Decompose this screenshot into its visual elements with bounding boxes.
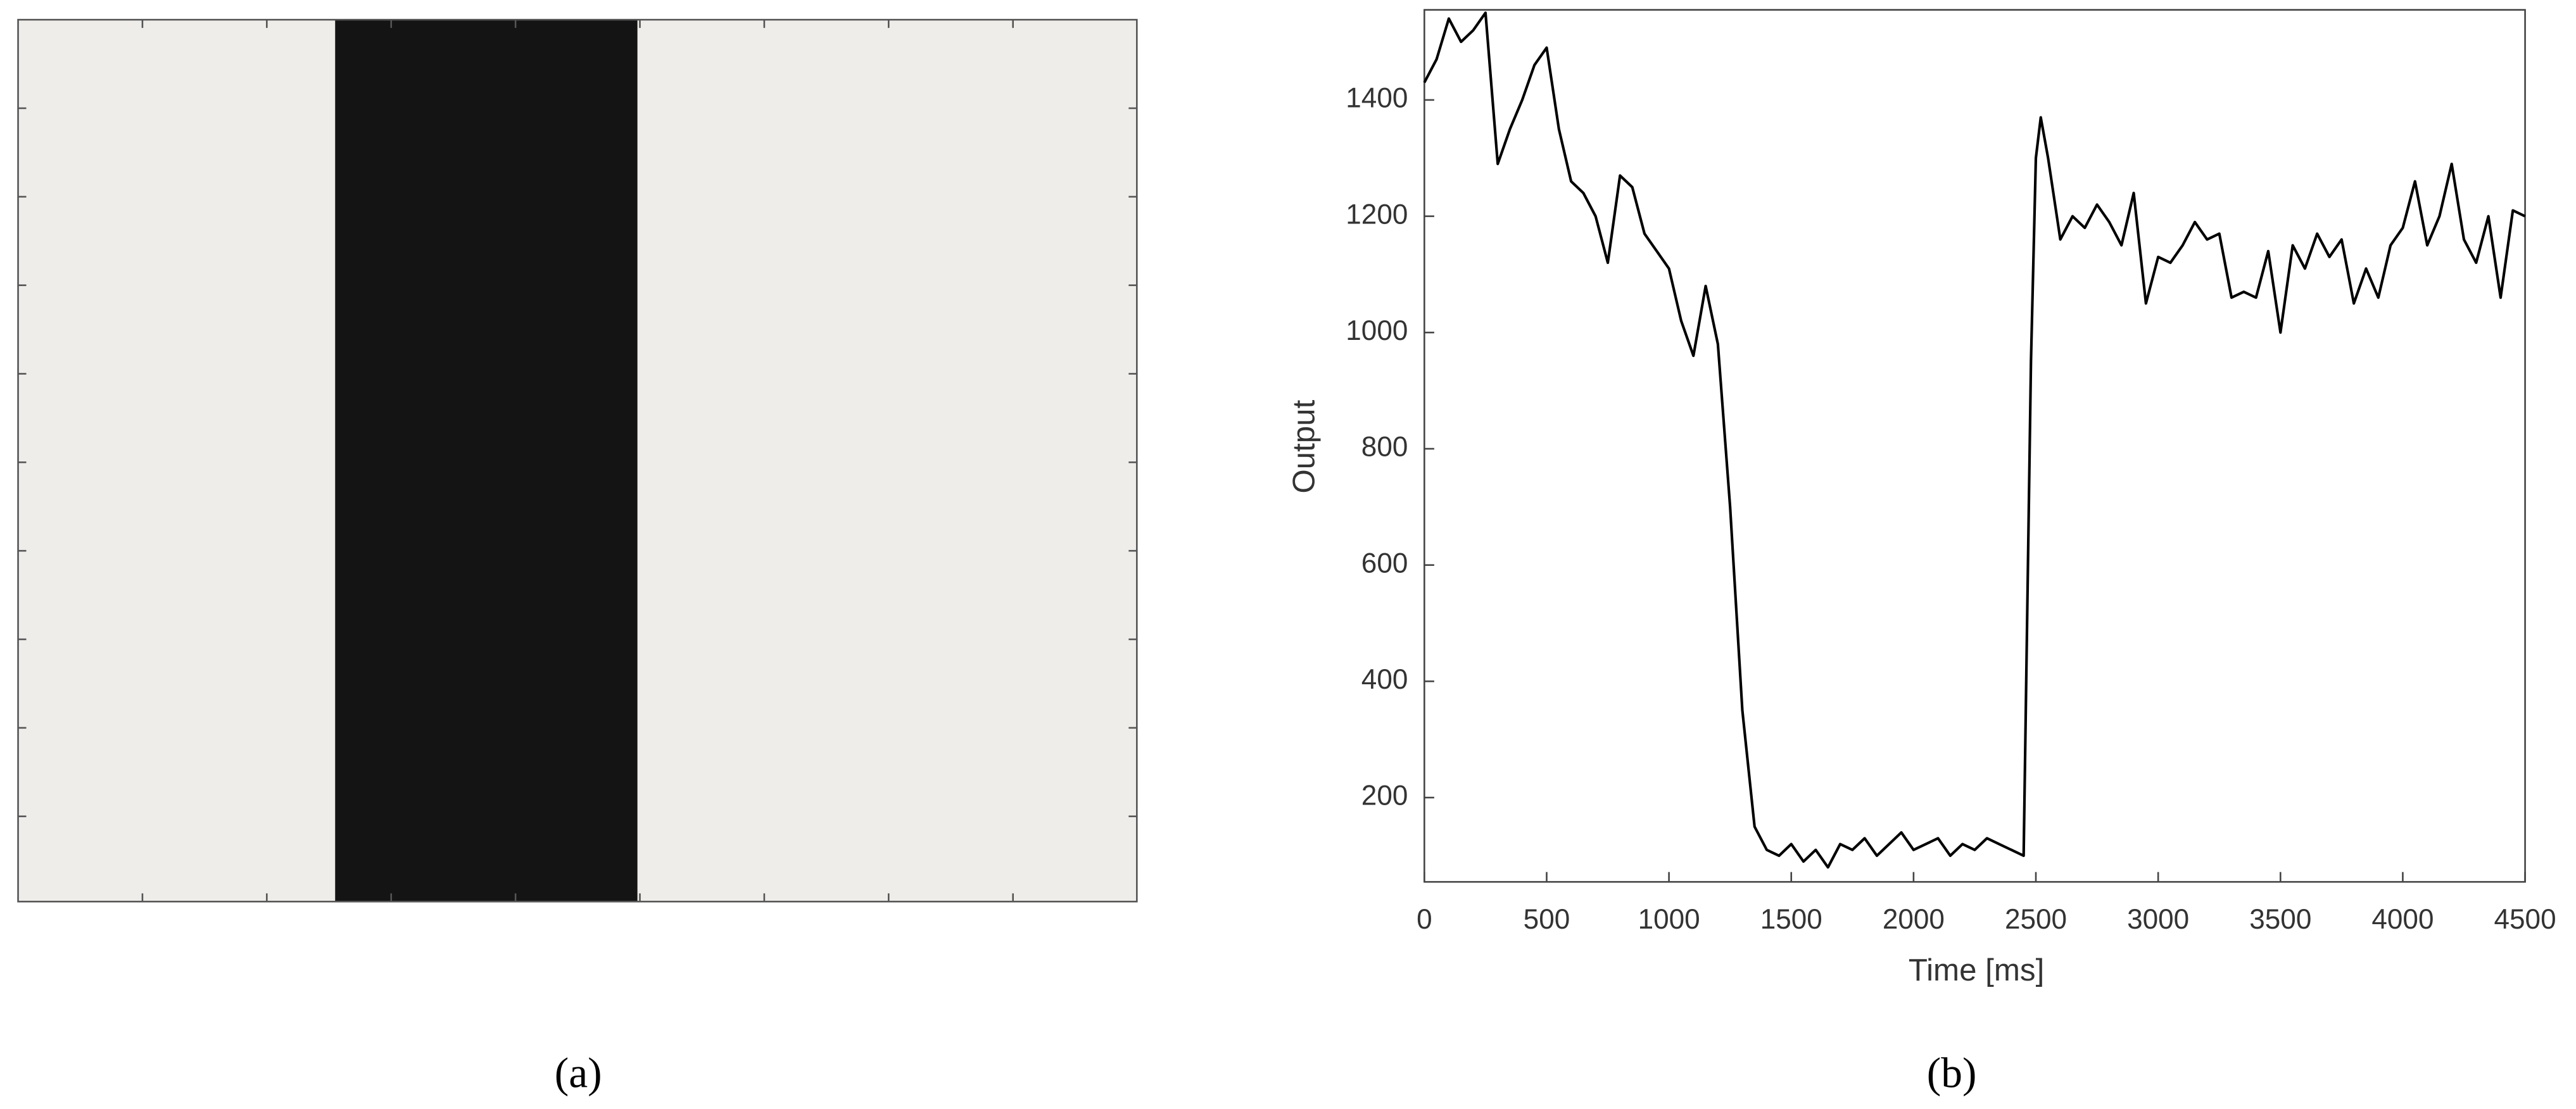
x-tick-label: 4000 xyxy=(2371,904,2434,935)
x-axis-label: Time [ms] xyxy=(1909,953,2044,987)
x-tick-label: 1500 xyxy=(1760,904,1822,935)
y-tick-label: 400 xyxy=(1361,664,1408,695)
x-tick-label: 500 xyxy=(1524,904,1570,935)
x-tick-label: 4500 xyxy=(2494,904,2556,935)
x-tick-label: 2500 xyxy=(2005,904,2067,935)
y-tick-label: 600 xyxy=(1361,548,1408,579)
data-line xyxy=(1423,11,2526,869)
x-tick-label: 3000 xyxy=(2127,904,2189,935)
photo-frame xyxy=(17,18,1138,903)
y-tick-label: 1200 xyxy=(1346,199,1408,230)
x-tick-label: 0 xyxy=(1417,904,1432,935)
stripe-photo xyxy=(17,18,1138,903)
x-tick-label: 2000 xyxy=(1883,904,1945,935)
y-axis-label: Output xyxy=(1287,399,1322,493)
y-tick-label: 1000 xyxy=(1346,315,1408,346)
y-tick-label: 1400 xyxy=(1346,83,1408,114)
panel-label: (b) xyxy=(1927,1049,1977,1096)
y-tick-label: 200 xyxy=(1361,780,1408,811)
x-tick-label: 1000 xyxy=(1638,904,1700,935)
x-tick-label: 3500 xyxy=(2249,904,2311,935)
black-stripe xyxy=(335,20,638,902)
plot-frame xyxy=(1424,9,2526,883)
panel-label: (a) xyxy=(555,1049,602,1096)
y-tick-label: 800 xyxy=(1361,432,1408,463)
